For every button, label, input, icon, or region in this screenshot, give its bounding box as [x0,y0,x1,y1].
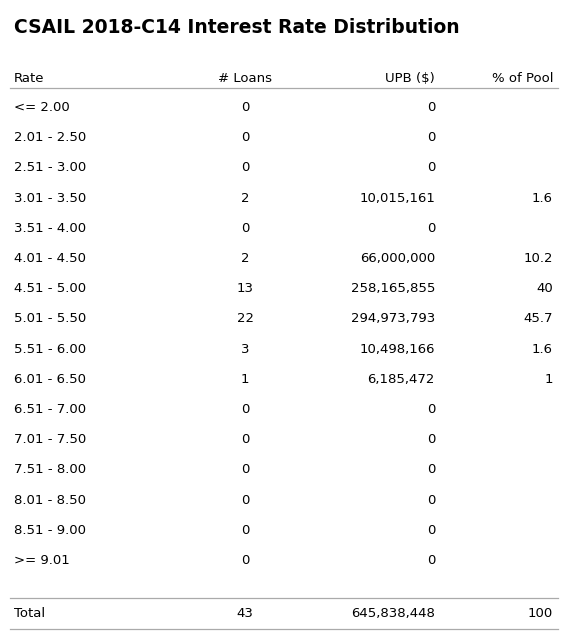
Text: 2: 2 [241,192,249,204]
Text: 0: 0 [241,101,249,114]
Text: 2: 2 [241,252,249,265]
Text: 0: 0 [426,101,435,114]
Text: 6.51 - 7.00: 6.51 - 7.00 [14,403,86,416]
Text: 0: 0 [241,161,249,175]
Text: Rate: Rate [14,72,44,85]
Text: 1.6: 1.6 [532,192,553,204]
Text: 0: 0 [241,524,249,537]
Text: 258,165,855: 258,165,855 [351,282,435,295]
Text: 3.01 - 3.50: 3.01 - 3.50 [14,192,86,204]
Text: 40: 40 [536,282,553,295]
Text: 7.51 - 8.00: 7.51 - 8.00 [14,463,86,476]
Text: 0: 0 [241,222,249,235]
Text: >= 9.01: >= 9.01 [14,554,70,567]
Text: 13: 13 [237,282,254,295]
Text: 66,000,000: 66,000,000 [360,252,435,265]
Text: UPB ($): UPB ($) [385,72,435,85]
Text: 0: 0 [426,433,435,446]
Text: 1: 1 [544,373,553,386]
Text: 6.01 - 6.50: 6.01 - 6.50 [14,373,86,386]
Text: 0: 0 [426,222,435,235]
Text: 645,838,448: 645,838,448 [351,607,435,620]
Text: 45.7: 45.7 [523,312,553,326]
Text: 22: 22 [237,312,254,326]
Text: 0: 0 [426,131,435,144]
Text: 0: 0 [426,463,435,476]
Text: 7.01 - 7.50: 7.01 - 7.50 [14,433,86,446]
Text: 10,015,161: 10,015,161 [359,192,435,204]
Text: 0: 0 [426,524,435,537]
Text: 0: 0 [241,403,249,416]
Text: 2.51 - 3.00: 2.51 - 3.00 [14,161,86,175]
Text: <= 2.00: <= 2.00 [14,101,70,114]
Text: 3: 3 [241,343,249,355]
Text: 0: 0 [426,403,435,416]
Text: 0: 0 [426,494,435,506]
Text: 0: 0 [241,463,249,476]
Text: 4.01 - 4.50: 4.01 - 4.50 [14,252,86,265]
Text: 10.2: 10.2 [523,252,553,265]
Text: 0: 0 [426,554,435,567]
Text: 43: 43 [237,607,254,620]
Text: 5.01 - 5.50: 5.01 - 5.50 [14,312,86,326]
Text: 8.51 - 9.00: 8.51 - 9.00 [14,524,86,537]
Text: # Loans: # Loans [218,72,272,85]
Text: 294,973,793: 294,973,793 [351,312,435,326]
Text: 8.01 - 8.50: 8.01 - 8.50 [14,494,86,506]
Text: 0: 0 [426,161,435,175]
Text: 0: 0 [241,131,249,144]
Text: % of Pool: % of Pool [491,72,553,85]
Text: 0: 0 [241,554,249,567]
Text: 5.51 - 6.00: 5.51 - 6.00 [14,343,86,355]
Text: 1.6: 1.6 [532,343,553,355]
Text: 0: 0 [241,494,249,506]
Text: 4.51 - 5.00: 4.51 - 5.00 [14,282,86,295]
Text: 10,498,166: 10,498,166 [360,343,435,355]
Text: CSAIL 2018-C14 Interest Rate Distribution: CSAIL 2018-C14 Interest Rate Distributio… [14,18,459,37]
Text: 2.01 - 2.50: 2.01 - 2.50 [14,131,86,144]
Text: 6,185,472: 6,185,472 [368,373,435,386]
Text: 1: 1 [241,373,249,386]
Text: Total: Total [14,607,45,620]
Text: 3.51 - 4.00: 3.51 - 4.00 [14,222,86,235]
Text: 0: 0 [241,433,249,446]
Text: 100: 100 [528,607,553,620]
